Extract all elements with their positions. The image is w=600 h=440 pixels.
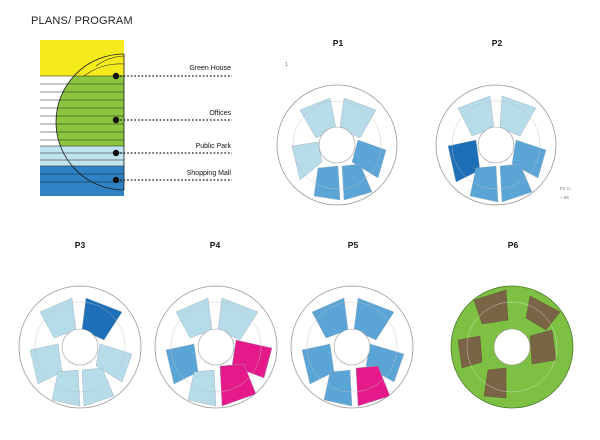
plan-label-p4: P4	[209, 240, 221, 250]
plan-label-p2: P2	[491, 38, 503, 48]
floor-plan-p6	[450, 285, 574, 409]
floor-plan-p3	[18, 285, 142, 409]
connector-shopping-mall	[112, 176, 232, 184]
connector-offices	[112, 116, 232, 124]
plan-label-p6: P6	[507, 240, 519, 250]
connector-public-park	[112, 149, 232, 157]
floor-plan-p2	[435, 84, 557, 206]
label-green-house: Green House	[189, 65, 231, 72]
floor-plan-p4	[154, 285, 278, 409]
label-public-park: Public Park	[195, 143, 231, 150]
program-sphere	[40, 40, 124, 196]
label-offices: Offices	[209, 110, 231, 117]
label-shopping-mall: Shopping Mall	[186, 170, 231, 177]
sphere-outline	[55, 53, 125, 191]
plan-note-p2-a: P2 C-	[560, 186, 572, 191]
plan-label-p3: P3	[74, 240, 86, 250]
floor-plan-p5	[290, 285, 414, 409]
plan-note-p2-b: + 95	[560, 195, 569, 200]
floor-plan-p1	[276, 84, 398, 206]
connector-green-house	[112, 72, 232, 80]
plan-label-p5: P5	[347, 240, 359, 250]
page-title: PLANS/ PROGRAM	[31, 15, 133, 27]
tick-mark: 1	[285, 62, 288, 68]
plan-label-p1: P1	[332, 38, 344, 48]
